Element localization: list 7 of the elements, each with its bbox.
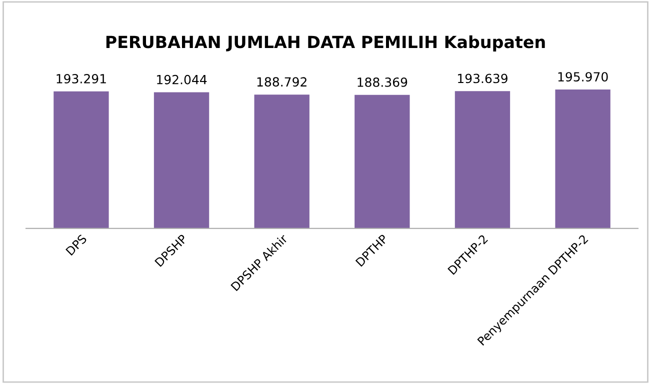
data-label: 195.970 <box>558 72 608 82</box>
data-label: 193.639 <box>458 74 508 84</box>
data-label: 192.044 <box>157 74 207 84</box>
data-label: 188.369 <box>358 77 408 87</box>
data-label: 188.792 <box>257 77 306 87</box>
chart-title: PERUBAHAN JUMLAH DATA PEMILIH Kabupaten <box>106 35 545 52</box>
data-label: 193.291 <box>56 74 106 84</box>
